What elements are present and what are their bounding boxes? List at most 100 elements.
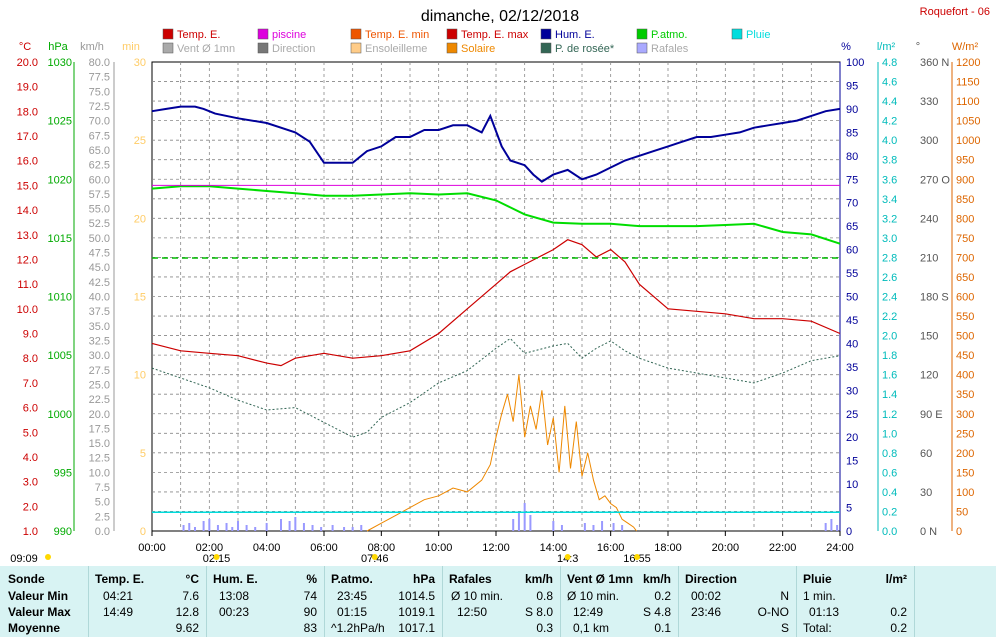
- time-tick-label: 06:00: [310, 542, 338, 554]
- axis-tick-wind: 77.5: [89, 72, 110, 84]
- axis-tick-hum: 65: [846, 221, 858, 233]
- wind-gust-bar: [343, 527, 346, 531]
- wind-gust-bar: [351, 527, 354, 531]
- axis-tick-temp: 14.0: [17, 205, 38, 217]
- series-line-p-de-ros-e: [151, 337, 841, 438]
- axis-tick-temp: 18.0: [17, 106, 38, 118]
- axis-tick-wind: 47.5: [89, 248, 110, 260]
- axis-tick-temp: 12.0: [17, 254, 38, 266]
- event-sun-icon: [371, 554, 378, 560]
- axis-tick-rain: 2.2: [882, 311, 897, 323]
- axis-tick-wind: 0.0: [95, 526, 110, 538]
- axis-tick-temp: 11.0: [17, 279, 38, 291]
- axis-tick-hum: 40: [846, 338, 858, 350]
- axis-tick-solar: 600: [956, 292, 974, 304]
- time-tick-label: 02:00: [196, 542, 224, 554]
- axis-tick-press: 1010: [48, 292, 72, 304]
- time-tick-label: 08:00: [368, 542, 396, 554]
- axis-tick-dir: 360 N: [920, 57, 949, 69]
- axis-tick-temp: 15.0: [17, 180, 38, 192]
- axis-tick-solar: 450: [956, 350, 974, 362]
- axis-tick-wind: 45.0: [89, 262, 110, 274]
- axis-tick-wind: 35.0: [89, 321, 110, 333]
- chart-series: [151, 105, 841, 532]
- wind-gust-bar: [552, 521, 555, 531]
- time-tick-label: 24:00: [826, 542, 854, 554]
- axis-tick-dir: 210: [920, 252, 938, 264]
- axis-tick-solar: 150: [956, 467, 974, 479]
- axis-tick-temp: 6.0: [23, 403, 38, 415]
- axis-unit-solar: W/m²: [952, 41, 979, 53]
- axis-tick-dir: 240: [920, 213, 938, 225]
- axis-tick-sunmin: 30: [134, 57, 146, 69]
- axis-tick-wind: 65.0: [89, 145, 110, 157]
- time-tick-label: 04:00: [253, 542, 281, 554]
- stats-cell-time: 14:49: [103, 605, 134, 619]
- chart-grid: [151, 61, 841, 532]
- axis-tick-wind: 67.5: [89, 130, 110, 142]
- stats-cell-value: 0.2: [890, 605, 907, 619]
- wind-gust-bar: [231, 527, 234, 531]
- axis-tick-temp: 8.0: [23, 353, 38, 365]
- axis-tick-hum: 10: [846, 479, 858, 491]
- stats-cell-value: S 8.0: [524, 605, 553, 619]
- axis-tick-wind: 52.5: [89, 218, 110, 230]
- axis-tick-hum: 80: [846, 151, 858, 163]
- axis-tick-hum: 100: [846, 57, 864, 69]
- legend-label: Solaire: [461, 43, 495, 55]
- legend-swatch: [162, 28, 174, 40]
- series-line-temp-e: [151, 239, 841, 367]
- stats-cell-value: 0.2: [654, 589, 671, 603]
- axis-tick-dir: 150: [920, 331, 938, 343]
- chart-wind-bars: [182, 503, 839, 531]
- axis-tick-rain: 4.4: [882, 96, 897, 108]
- stats-cell-time: 01:13: [809, 605, 840, 619]
- axis-tick-hum: 20: [846, 432, 858, 444]
- axis-tick-wind: 42.5: [89, 277, 110, 289]
- event-label: 09:09: [10, 553, 38, 565]
- chart-legend: Temp. E. piscine Temp. E. min Temp. E. max H…: [162, 28, 770, 55]
- series-line-hum-e: [151, 105, 841, 183]
- wind-gust-bar: [512, 519, 515, 531]
- axis-tick-dir: 90 E: [920, 409, 943, 421]
- legend-label: Direction: [272, 43, 315, 55]
- legend-label: Temp. E. min: [365, 29, 429, 41]
- stats-cell-time: 01:15: [337, 605, 368, 619]
- wind-gust-bar: [237, 521, 239, 531]
- stats-header-temp: Temp. E.: [95, 572, 145, 586]
- axis-tick-rain: 1.6: [882, 370, 897, 382]
- stats-cell-time: Ø 10 min.: [451, 589, 504, 603]
- axis-tick-solar: 1150: [956, 77, 980, 89]
- axis-tick-wind: 32.5: [89, 335, 110, 347]
- axis-tick-rain: 4.2: [882, 116, 897, 128]
- axis-tick-temp: 10.0: [17, 304, 38, 316]
- axis-tick-rain: 1.2: [882, 409, 897, 421]
- axis-tick-rain: 2.6: [882, 272, 897, 284]
- axis-tick-wind: 60.0: [89, 174, 110, 186]
- stats-header-wind: Vent Ø 1mn: [567, 572, 634, 586]
- axis-tick-wind: 37.5: [89, 306, 110, 318]
- axis-tick-wind: 72.5: [89, 101, 110, 113]
- axis-tick-temp: 9.0: [23, 329, 38, 341]
- legend-label: P. de rosée*: [555, 43, 615, 55]
- axis-tick-dir: 30: [920, 487, 932, 499]
- axis-tick-temp: 4.0: [23, 452, 38, 464]
- axis-tick-rain: 4.6: [882, 77, 897, 89]
- legend-swatch: [731, 28, 743, 40]
- axis-tick-hum: 5: [846, 503, 852, 515]
- axis-tick-wind: 20.0: [89, 409, 110, 421]
- axis-tick-wind: 7.5: [95, 482, 110, 494]
- axis-tick-temp: 13.0: [17, 230, 38, 242]
- wind-gust-bar: [245, 525, 248, 531]
- series-line-solaire: [366, 374, 637, 532]
- legend-label: Vent Ø 1mn: [177, 43, 235, 55]
- axis-tick-solar: 550: [956, 311, 974, 323]
- stats-col-dir: Direction 00:02 N 23:46 O-NO S: [678, 566, 797, 637]
- wind-gust-bar: [529, 515, 532, 531]
- station-name[interactable]: Roquefort - 06: [920, 6, 990, 18]
- axis-unit-hum: %: [841, 41, 851, 53]
- legend-swatch: [540, 42, 552, 54]
- stats-row-label: Valeur Max: [8, 605, 71, 619]
- stats-cell-value: 0.8: [536, 589, 553, 603]
- wind-gust-bar: [254, 527, 257, 531]
